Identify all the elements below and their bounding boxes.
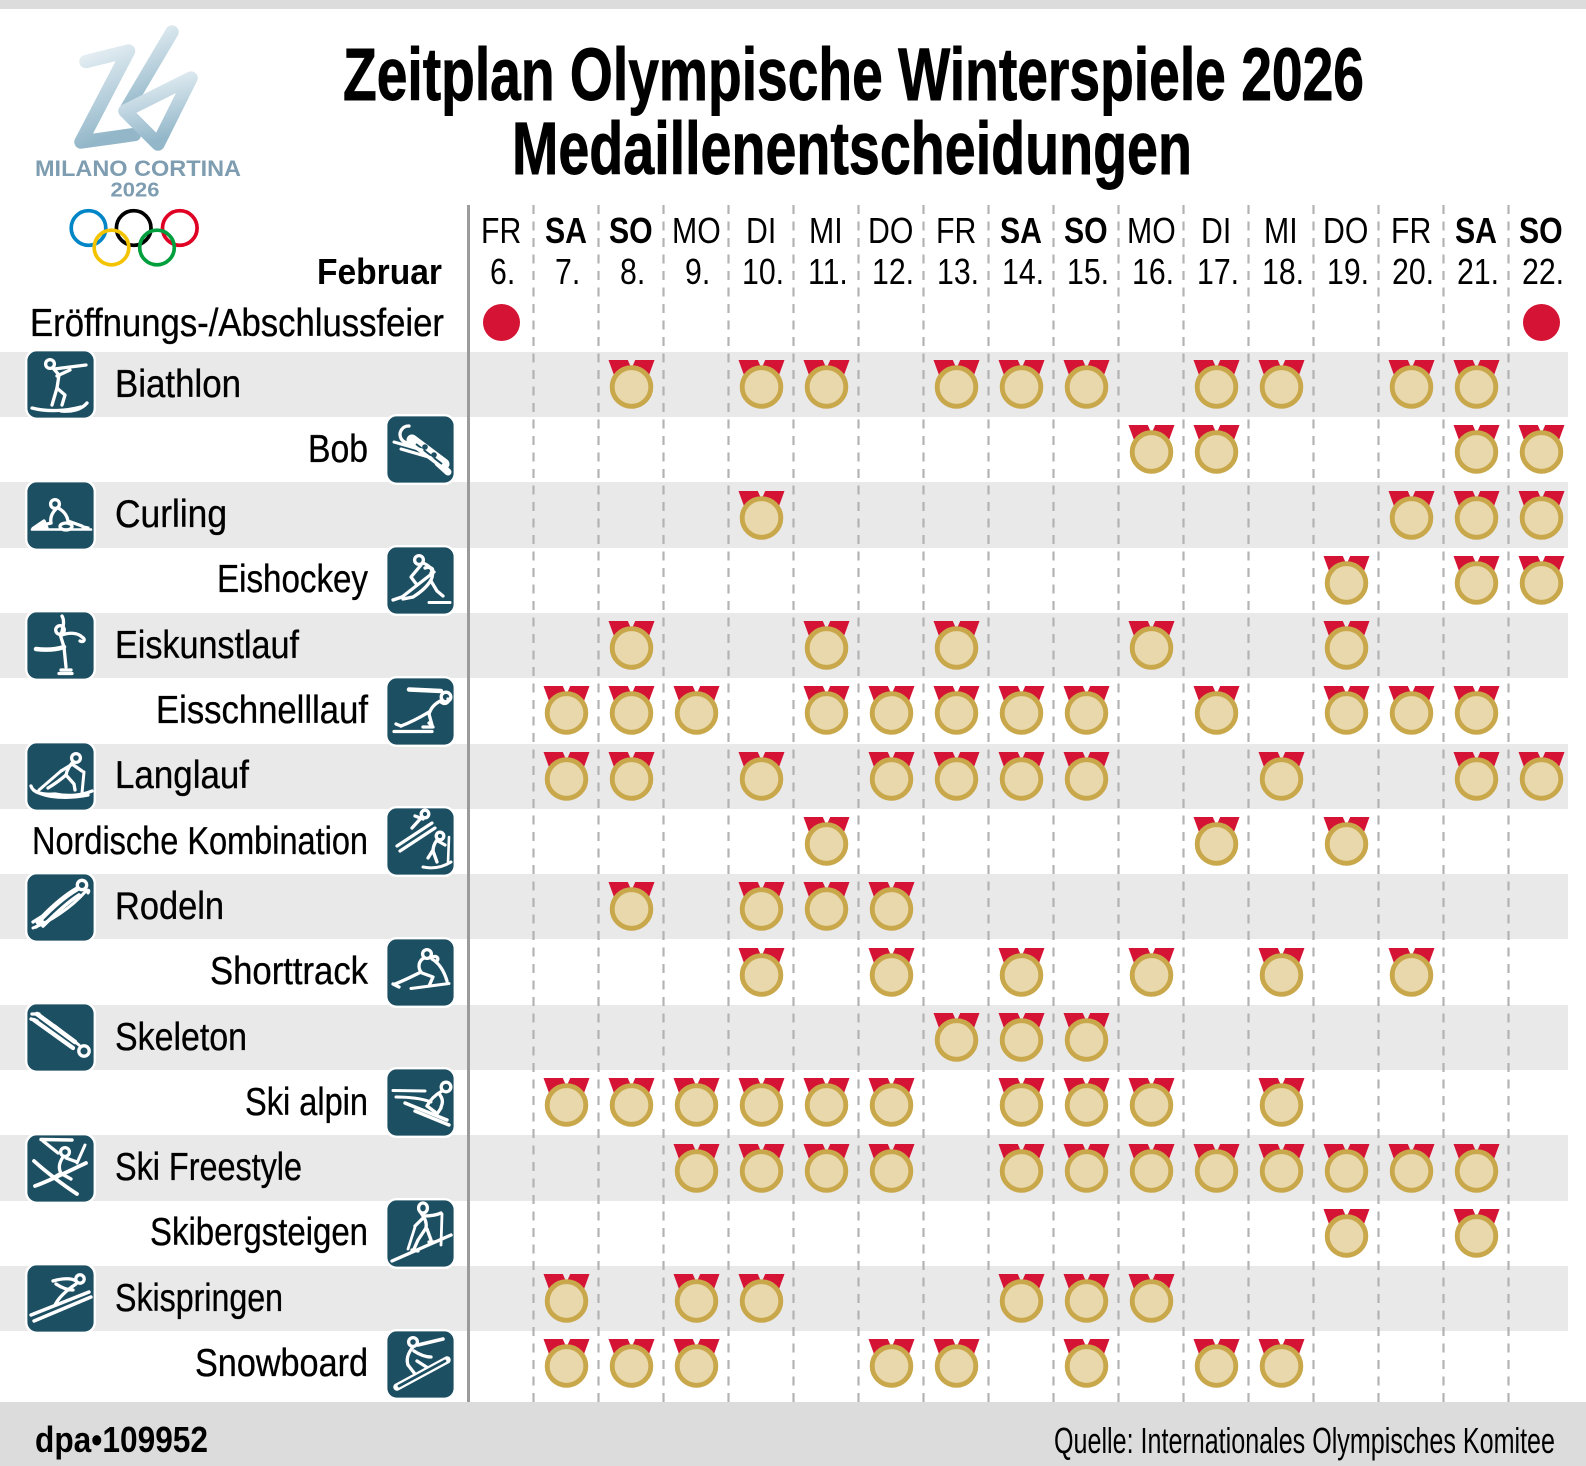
svg-text:2026: 2026 — [111, 180, 160, 202]
svg-text:MILANO CORTINA: MILANO CORTINA — [35, 156, 241, 181]
